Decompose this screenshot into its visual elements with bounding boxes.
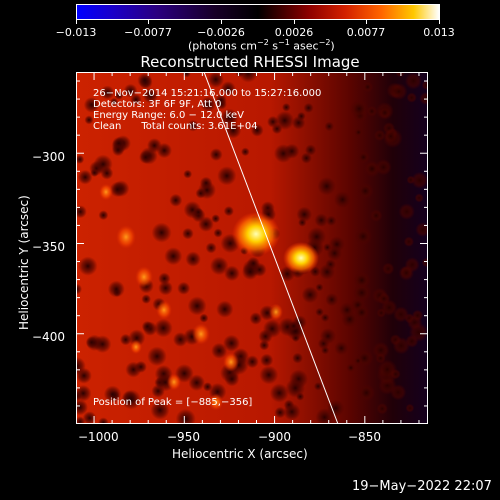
colorbar-tick-label: −0.0077	[124, 26, 172, 39]
colorbar	[76, 4, 440, 20]
colorbar-tick-label: 0.0077	[346, 26, 386, 39]
colorbar-tick	[221, 20, 222, 24]
solar-image-canvas	[76, 72, 428, 424]
x-tick-label: −850	[348, 430, 381, 444]
info-energy-range: Energy Range: 6.0 − 12.0 keV	[93, 110, 244, 121]
colorbar-tick	[366, 20, 367, 24]
colorbar-tick-label: −0.013	[55, 26, 97, 39]
colorbar-tick	[148, 20, 149, 24]
info-time-range: 26−Nov−2014 15:21:16.000 to 15:27:16.000	[93, 88, 322, 99]
colorbar-gradient	[77, 5, 439, 19]
x-tick-label: −1000	[78, 430, 119, 444]
info-clean-counts: Clean Total counts: 3.61E+04	[93, 121, 258, 132]
plot-title: Reconstructed RHESSI Image	[140, 53, 360, 71]
y-axis-title: Heliocentric Y (arcsec)	[17, 195, 31, 330]
y-tick-label: −400	[32, 330, 65, 344]
colorbar-tick	[76, 20, 77, 24]
peak-position-label: Position of Peak = [−885,−356]	[93, 397, 253, 408]
colorbar-tick-label: 0.0026	[274, 26, 314, 39]
x-tick-label: −900	[258, 430, 291, 444]
x-tick-label: −950	[167, 430, 200, 444]
plot-timestamp: 19−May−2022 22:07	[352, 479, 492, 494]
colorbar-tick	[294, 20, 295, 24]
x-axis-title: Heliocentric X (arcsec)	[172, 447, 308, 461]
plot-frame	[76, 72, 428, 424]
colorbar-tick	[439, 20, 440, 24]
colorbar-tick-label: 0.013	[423, 26, 455, 39]
info-detectors: Detectors: 3F 6F 9F, Att 0	[93, 99, 222, 110]
solar-image-plot	[76, 72, 428, 424]
y-tick-label: −300	[32, 150, 65, 164]
y-tick-label: −350	[32, 240, 65, 254]
colorbar-tick-label: −0.0026	[197, 26, 245, 39]
solar-limb-line	[203, 72, 339, 424]
colorbar-units: (photons cm−2 s−1 asec−2)	[188, 38, 335, 53]
